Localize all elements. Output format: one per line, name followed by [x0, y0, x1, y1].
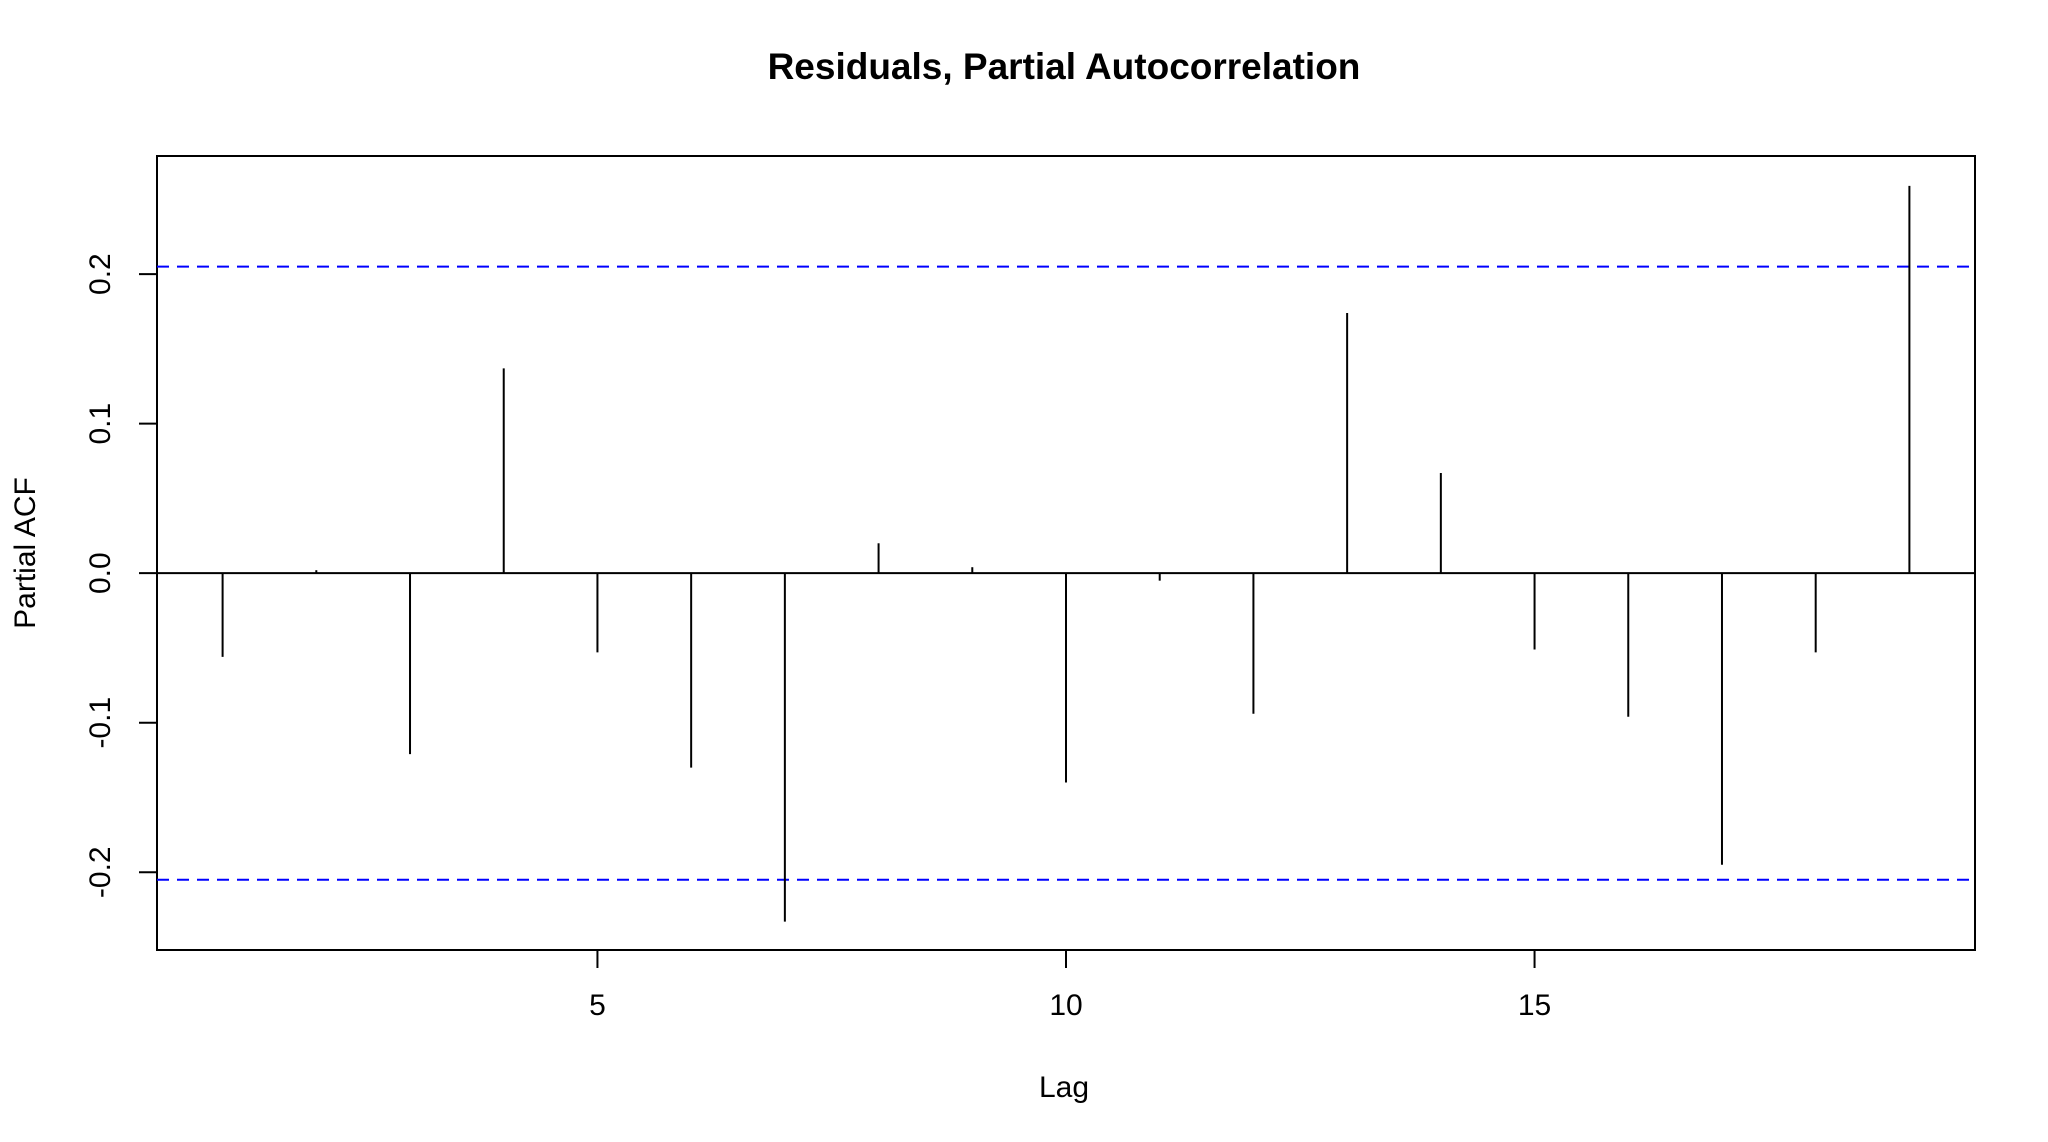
y-axis-label: Partial ACF	[9, 477, 42, 629]
y-tick-label-0.2: 0.2	[84, 253, 117, 295]
x-axis-label: Lag	[1039, 1071, 1089, 1104]
y-tick-label--0.1: -0.1	[84, 697, 117, 749]
y-tick-label--0.2: -0.2	[84, 846, 117, 898]
x-tick-label-10: 10	[1049, 989, 1082, 1022]
plot-frame	[156, 155, 1976, 951]
y-tick-label-0.1: 0.1	[84, 403, 117, 445]
x-tick-label-5: 5	[589, 989, 606, 1022]
x-tick-label-15: 15	[1518, 989, 1551, 1022]
chart-title: Residuals, Partial Autocorrelation	[768, 46, 1361, 87]
y-tick-label-0.0: 0.0	[84, 552, 117, 594]
plot-area: 5 10 15 -0.2 -0.1 0.0 0.1 0.2	[84, 155, 1976, 1022]
